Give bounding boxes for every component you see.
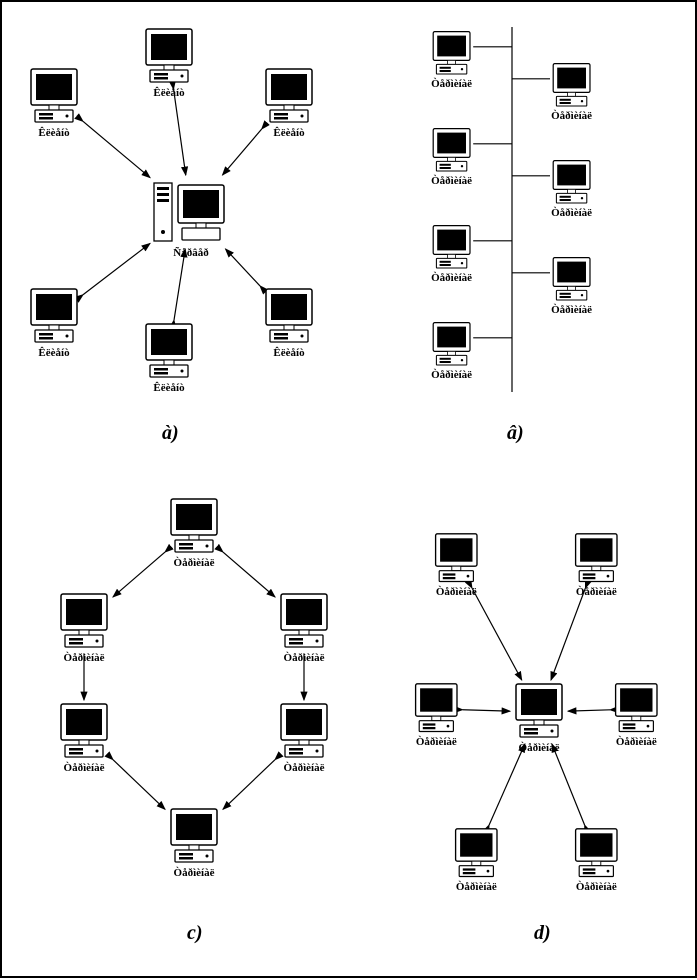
terminal-label: Òåðìèíàë [566, 586, 627, 598]
computer-icon [57, 702, 111, 762]
terminal-label: Òåðìèíàë [51, 652, 117, 664]
client-label: Êëèåíò [136, 382, 202, 394]
terminal-label: Òåðìèíàë [544, 207, 599, 219]
server-label: Ñåðâåð [152, 247, 230, 259]
computer-icon [550, 62, 593, 110]
computer-icon [142, 27, 196, 87]
client-label: Êëèåíò [256, 347, 322, 359]
computer-icon [167, 497, 221, 557]
computer-icon [612, 682, 661, 736]
terminal-label: Òåðìèíàë [51, 762, 117, 774]
computer-icon [512, 682, 566, 742]
computer-icon [572, 827, 621, 881]
computer-icon [277, 702, 331, 762]
computer-icon [452, 827, 501, 881]
computer-icon [57, 592, 111, 652]
computer-icon [27, 67, 81, 127]
computer-icon [430, 321, 473, 369]
client-label: Êëèåíò [136, 87, 202, 99]
computer-icon [550, 159, 593, 207]
server-icon [152, 177, 230, 252]
computer-icon [430, 30, 473, 78]
computer-icon [572, 532, 621, 586]
caption-d: d) [534, 922, 551, 945]
terminal-label: Òåðìèíàë [544, 304, 599, 316]
terminal-label: Òåðìèíàë [424, 175, 479, 187]
terminal-label: Òåðìèíàë [544, 110, 599, 122]
terminal-label: Òåðìèíàë [606, 736, 667, 748]
terminal-label: Òåðìèíàë [424, 369, 479, 381]
terminal-label: Òåðìèíàë [506, 742, 572, 754]
terminal-label: Òåðìèíàë [566, 881, 627, 893]
terminal-label: Òåðìèíàë [426, 586, 487, 598]
computer-icon [430, 127, 473, 175]
terminal-label: Òåðìèíàë [424, 272, 479, 284]
caption-a: à) [162, 422, 179, 445]
computer-icon [277, 592, 331, 652]
terminal-label: Òåðìèíàë [406, 736, 467, 748]
client-label: Êëèåíò [21, 347, 87, 359]
computer-icon [27, 287, 81, 347]
terminal-label: Òåðìèíàë [161, 557, 227, 569]
terminal-label: Òåðìèíàë [271, 762, 337, 774]
computer-icon [430, 224, 473, 272]
computer-icon [432, 532, 481, 586]
terminal-label: Òåðìèíàë [161, 867, 227, 879]
client-label: Êëèåíò [21, 127, 87, 139]
computer-icon [262, 287, 316, 347]
caption-b: â) [507, 422, 524, 445]
terminal-label: Òåðìèíàë [446, 881, 507, 893]
computer-icon [142, 322, 196, 382]
terminal-label: Òåðìèíàë [271, 652, 337, 664]
client-label: Êëèåíò [256, 127, 322, 139]
caption-c: c) [187, 922, 203, 945]
computer-icon [550, 256, 593, 304]
computer-icon [167, 807, 221, 867]
computer-icon [262, 67, 316, 127]
computer-icon [412, 682, 461, 736]
terminal-label: Òåðìèíàë [424, 78, 479, 90]
